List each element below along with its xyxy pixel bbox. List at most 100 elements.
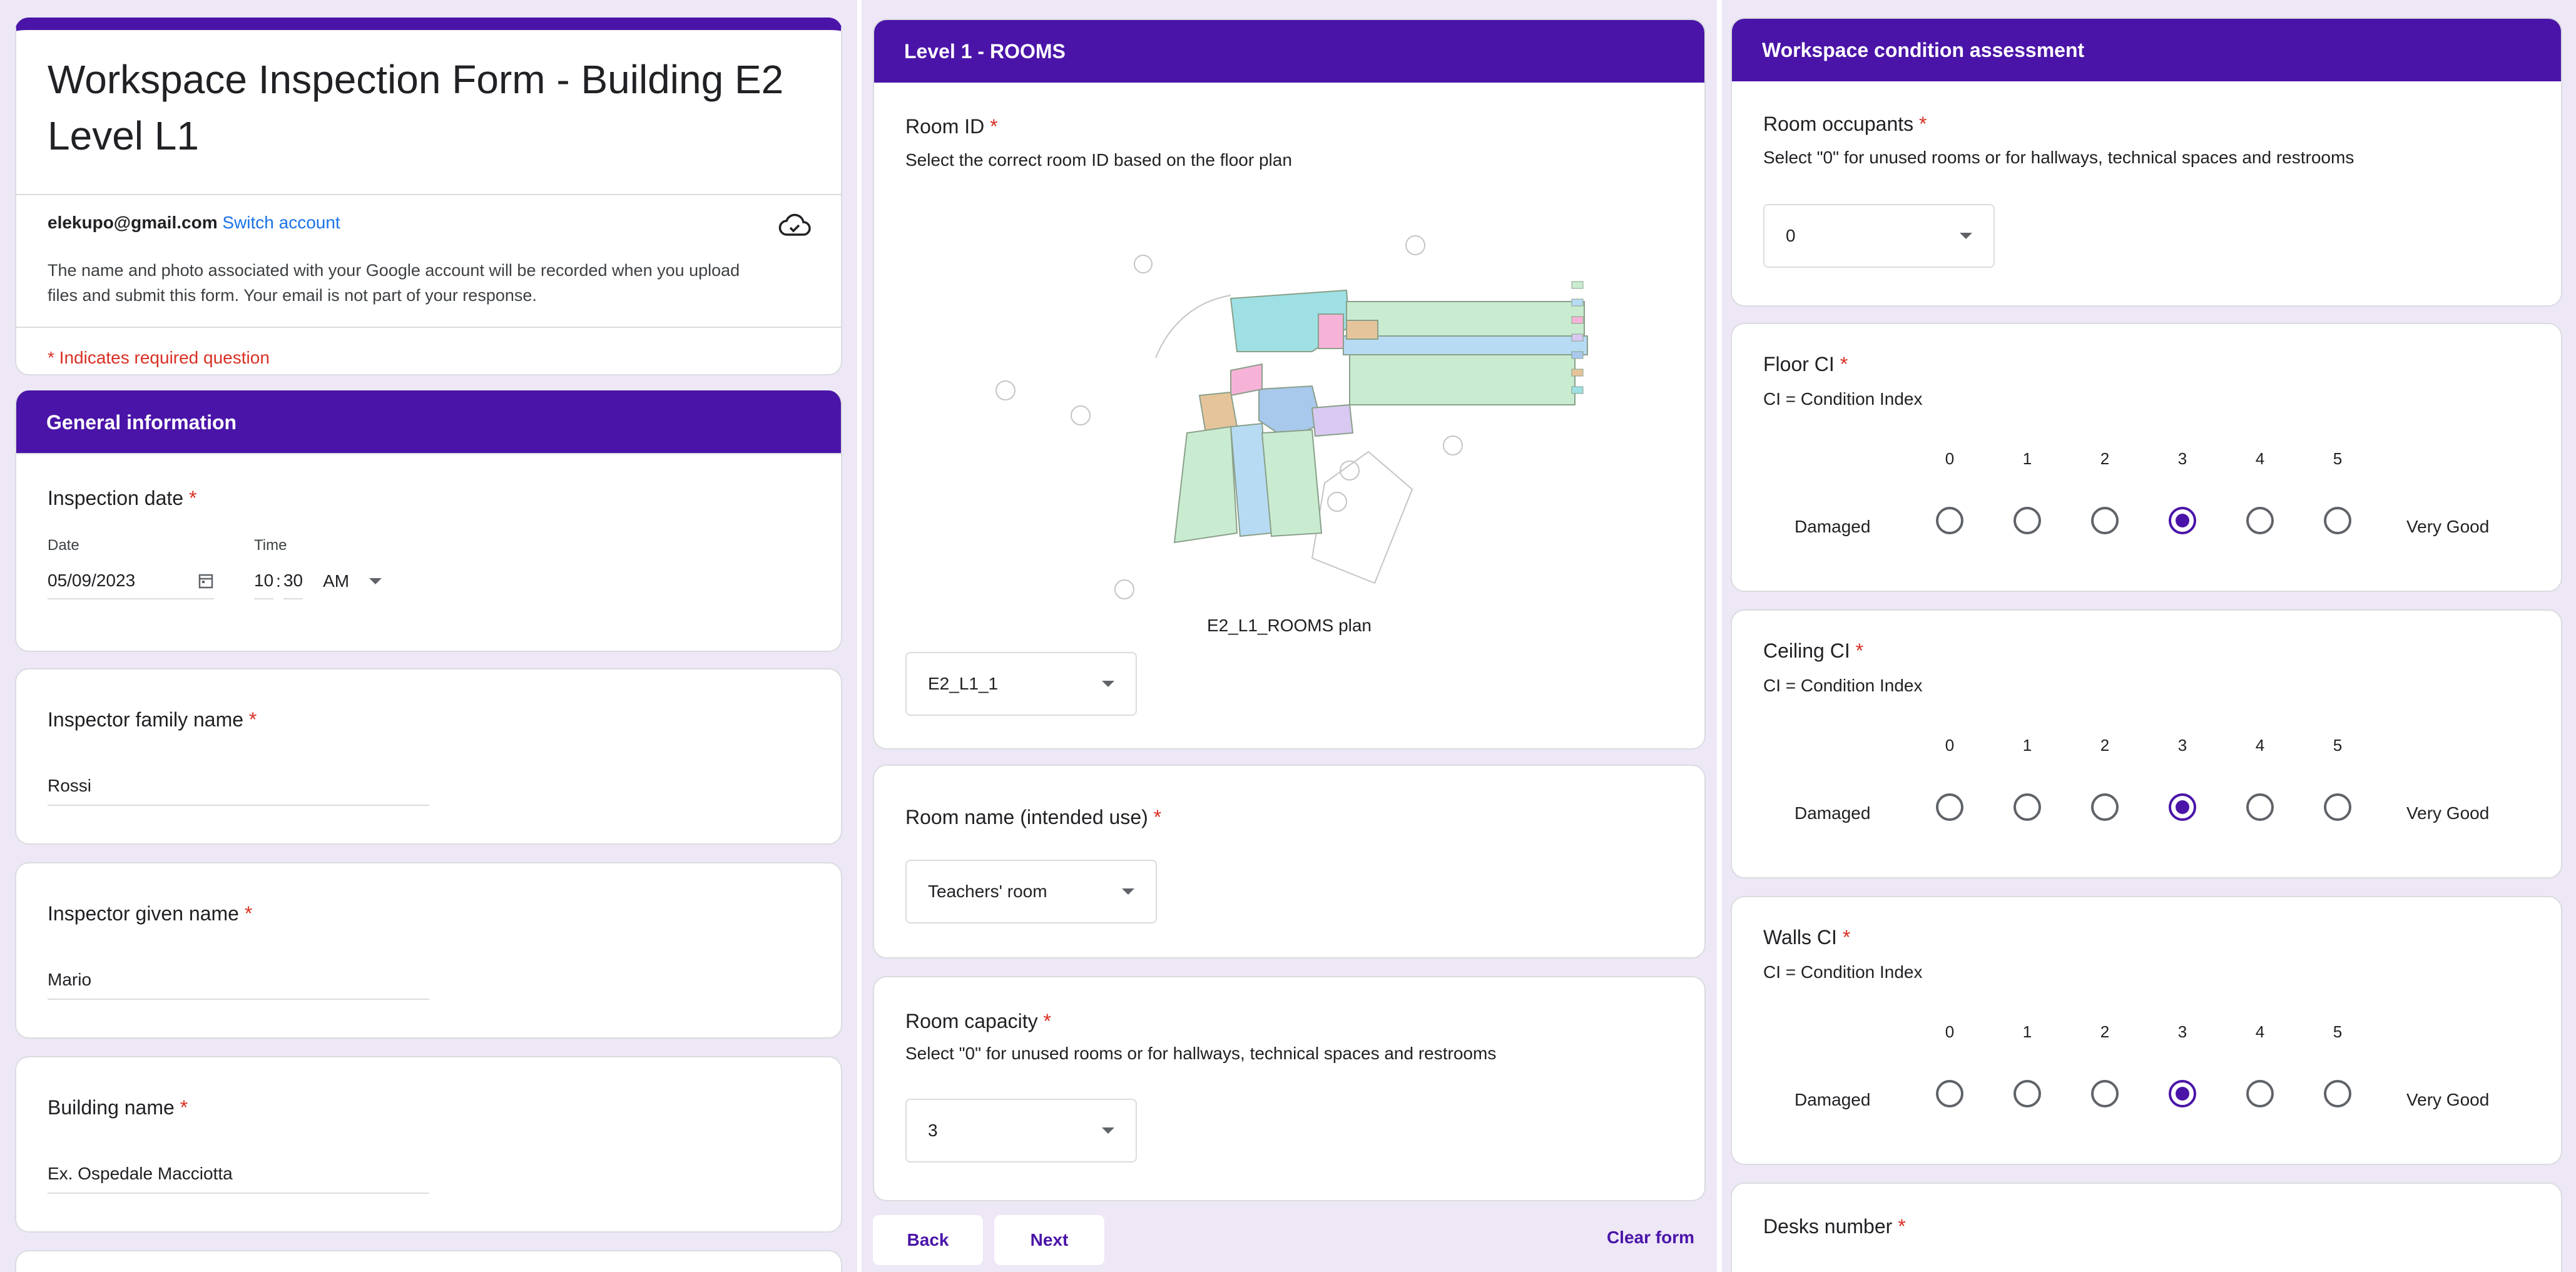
walls-ci-radio-5[interactable] <box>2324 1080 2351 1107</box>
ceiling-ci-radio-4[interactable] <box>2246 793 2274 821</box>
chevron-down-icon <box>1102 681 1114 687</box>
title-divider <box>16 194 841 195</box>
scale-high-label: Very Good <box>2406 803 2490 823</box>
scale-value-label: 4 <box>2255 1022 2265 1041</box>
form-title-line2: Level L1 <box>48 113 199 158</box>
occupants-value: 0 <box>1786 226 1796 245</box>
cloud-done-icon <box>778 213 811 236</box>
date-label: Date <box>48 537 79 554</box>
condition-assessment-panel: Workspace condition assessment Room occu… <box>1722 0 2576 1272</box>
floor-ci-radio-1[interactable] <box>2013 507 2041 534</box>
chevron-down-icon <box>1102 1127 1114 1134</box>
scale-value-label: 4 <box>2255 449 2265 468</box>
ceiling-ci-radio-0[interactable] <box>1936 793 1963 821</box>
walls-ci-radio-4[interactable] <box>2246 1080 2274 1107</box>
desks-number-card: Desks number * <box>1731 1183 2562 1272</box>
rooms-panel: Level 1 - ROOMS Room ID * Select the cor… <box>862 0 1717 1272</box>
floor-ci-radio-2[interactable] <box>2091 507 2119 534</box>
scale-value-label: 0 <box>1945 1022 1955 1041</box>
room-capacity-value: 3 <box>928 1121 938 1140</box>
next-button[interactable]: Next <box>994 1215 1104 1265</box>
scale-value-label: 2 <box>2100 449 2110 468</box>
floor-ci-radio-0[interactable] <box>1936 507 1963 534</box>
ceiling-ci-card: Ceiling CI * CI = Condition Index Damage… <box>1731 609 2562 878</box>
general-information-panel: Workspace Inspection Form - Building E2 … <box>0 0 857 1272</box>
given-name-input[interactable]: Mario <box>48 970 429 1000</box>
walls-ci-radio-0[interactable] <box>1936 1080 1963 1107</box>
occupants-card: Workspace condition assessment Room occu… <box>1731 18 2562 307</box>
scale-value-label: 1 <box>2022 449 2032 468</box>
building-name-card: Building name * Ex. Ospedale Macciotta <box>15 1056 842 1233</box>
switch-account-link[interactable]: Switch account <box>222 213 340 232</box>
form-header-card: Workspace Inspection Form - Building E2 … <box>15 18 842 375</box>
family-name-value: Rossi <box>48 776 92 795</box>
scale-value-label: 0 <box>1945 736 1955 755</box>
calendar-icon[interactable] <box>198 572 214 589</box>
building-name-title: Building name * <box>48 1096 188 1119</box>
occupants-dropdown[interactable]: 0 <box>1763 204 1995 268</box>
ampm-select[interactable]: AM <box>323 571 382 599</box>
room-id-dropdown[interactable]: E2_L1_1 <box>905 652 1137 716</box>
clear-form-button[interactable]: Clear form <box>1606 1228 1694 1247</box>
date-field[interactable]: 05/09/2023 <box>48 571 214 599</box>
section-header: Workspace condition assessment <box>1732 19 2561 81</box>
occupants-title: Room occupants * <box>1763 113 1927 135</box>
scale-low-label: Damaged <box>1795 803 1871 823</box>
form-title-line1: Workspace Inspection Form - Building E2 <box>48 57 784 102</box>
room-capacity-dropdown[interactable]: 3 <box>905 1099 1137 1163</box>
ceiling-ci-radio-2[interactable] <box>2091 793 2119 821</box>
floor-plan-image <box>995 235 1588 599</box>
given-name-title: Inspector given name * <box>48 902 253 925</box>
room-name-dropdown[interactable]: Teachers' room <box>905 860 1157 923</box>
walls-ci-card: Walls CI * CI = Condition Index Damaged 0… <box>1731 896 2562 1165</box>
hour-input[interactable]: 10 <box>254 571 274 599</box>
floor-ci-radio-3[interactable] <box>2169 507 2196 534</box>
scale-value-label: 5 <box>2333 1022 2343 1041</box>
ceiling-ci-radio-5[interactable] <box>2324 793 2351 821</box>
scale-high-label: Very Good <box>2406 517 2490 536</box>
building-name-value: Ex. Ospedale Macciotta <box>48 1164 233 1183</box>
scale-value-label: 3 <box>2177 449 2187 468</box>
building-name-input[interactable]: Ex. Ospedale Macciotta <box>48 1164 429 1194</box>
required-note: * Indicates required question <box>48 348 270 367</box>
account-row: elekupo@gmail.com Switch account <box>48 213 340 233</box>
date-value: 05/09/2023 <box>48 571 136 590</box>
room-name-card: Room name (intended use) * Teachers' roo… <box>873 765 1706 959</box>
given-name-value: Mario <box>48 970 92 989</box>
floor-plan-caption: E2_L1_ROOMS plan <box>1206 616 1372 635</box>
family-name-title: Inspector family name * <box>48 708 257 731</box>
room-capacity-description: Select "0" for unused rooms or for hallw… <box>905 1044 1497 1063</box>
scale-value-label: 2 <box>2100 1022 2110 1041</box>
next-question-card <box>15 1250 842 1272</box>
room-capacity-card: Room capacity * Select "0" for unused ro… <box>873 976 1706 1201</box>
chevron-down-icon <box>369 578 382 584</box>
walls-ci-radio-2[interactable] <box>2091 1080 2119 1107</box>
account-email: elekupo@gmail.com <box>48 213 218 232</box>
scale-high-label: Very Good <box>2406 1090 2490 1109</box>
scale-low-label: Damaged <box>1795 1090 1871 1109</box>
form-title: Workspace Inspection Form - Building E2 … <box>48 51 783 164</box>
room-name-title: Room name (intended use) * <box>905 806 1162 828</box>
time-field[interactable]: 10 : 30 AM <box>254 571 382 599</box>
given-name-card: Inspector given name * Mario <box>15 862 842 1039</box>
scale-value-label: 2 <box>2100 736 2110 755</box>
scale-value-label: 0 <box>1945 449 1955 468</box>
minute-input[interactable]: 30 <box>283 571 303 599</box>
room-capacity-title: Room capacity * <box>905 1010 1051 1032</box>
walls-ci-radio-3[interactable] <box>2169 1080 2196 1107</box>
family-name-card: Inspector family name * Rossi <box>15 668 842 845</box>
ceiling-ci-radio-3[interactable] <box>2169 793 2196 821</box>
ceiling-ci-radio-1[interactable] <box>2013 793 2041 821</box>
family-name-input[interactable]: Rossi <box>48 776 429 806</box>
room-id-card: Level 1 - ROOMS Room ID * Select the cor… <box>873 19 1706 750</box>
back-button[interactable]: Back <box>873 1215 983 1265</box>
scale-low-label: Damaged <box>1795 517 1871 536</box>
floor-ci-radio-4[interactable] <box>2246 507 2274 534</box>
scale-value-label: 4 <box>2255 736 2265 755</box>
floor-ci-radio-5[interactable] <box>2324 507 2351 534</box>
walls-ci-radio-1[interactable] <box>2013 1080 2041 1107</box>
chevron-down-icon <box>1122 888 1134 895</box>
walls-ci-description: CI = Condition Index <box>1763 962 1923 982</box>
notice-line-1: The name and photo associated with your … <box>48 261 740 280</box>
time-colon: : <box>276 571 281 591</box>
